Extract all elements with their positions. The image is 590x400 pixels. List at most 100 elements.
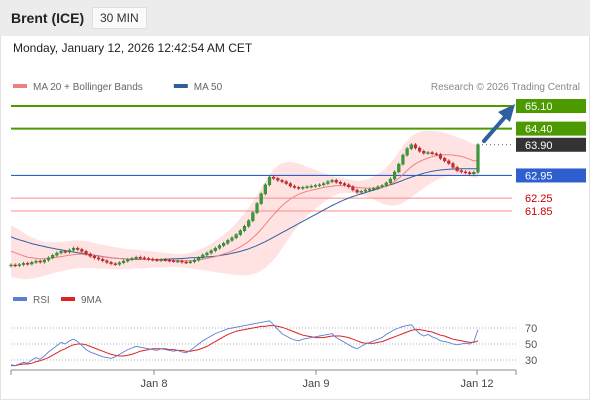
- candle: [188, 261, 192, 263]
- candle: [201, 254, 205, 259]
- candle: [105, 260, 109, 263]
- candle: [146, 258, 151, 260]
- candle: [284, 181, 288, 184]
- candle: [155, 259, 159, 261]
- candle: [347, 184, 351, 187]
- rsi-tick-50: 50: [525, 339, 537, 351]
- candle: [134, 257, 138, 259]
- candle: [259, 193, 263, 204]
- timeframe-button[interactable]: 30 MIN: [92, 7, 147, 29]
- candle: [263, 184, 267, 195]
- candle: [255, 203, 259, 213]
- candle: [342, 183, 347, 186]
- candle: [276, 178, 280, 181]
- candle: [338, 182, 343, 184]
- candle: [197, 257, 201, 261]
- candle: [405, 148, 409, 156]
- candle: [459, 170, 463, 173]
- candle: [418, 147, 422, 152]
- candle: [71, 247, 76, 251]
- candle: [334, 180, 338, 183]
- rsi-legend-swatch-0: [13, 297, 27, 301]
- candle: [422, 151, 426, 154]
- candle: [138, 257, 142, 259]
- candle: [393, 171, 397, 180]
- candle: [376, 186, 380, 189]
- chart-datetime: Monday, January 12, 2026 12:42:54 AM CET: [13, 41, 253, 55]
- candle: [317, 184, 322, 187]
- candle: [363, 189, 368, 192]
- candle: [476, 144, 480, 173]
- candle: [184, 261, 188, 264]
- candle: [472, 172, 476, 175]
- rsi-tick-70: 70: [525, 323, 537, 335]
- candle: [96, 257, 101, 260]
- level-label-63.90: 63.90: [525, 140, 553, 152]
- candle: [205, 252, 209, 256]
- rsi-legend-label-1: 9MA: [81, 295, 102, 306]
- candle: [309, 185, 313, 188]
- bollinger-band: [11, 130, 478, 280]
- candle: [292, 185, 297, 188]
- candle: [159, 259, 163, 261]
- candle: [372, 188, 376, 190]
- trend-arrow-head: [498, 104, 515, 122]
- candle: [234, 234, 238, 239]
- candle: [42, 259, 46, 263]
- candle: [55, 252, 59, 256]
- candle: [46, 257, 51, 261]
- level-tag-63.90: [516, 137, 586, 152]
- candle: [180, 260, 184, 263]
- candle: [9, 264, 13, 267]
- candle: [384, 182, 388, 186]
- candle: [84, 251, 88, 255]
- legend-swatch-0: [13, 84, 27, 88]
- candle: [438, 154, 443, 159]
- candle: [34, 260, 38, 263]
- candle: [38, 260, 42, 263]
- candle: [213, 247, 217, 251]
- x-tick-label: Jan 12: [460, 378, 493, 390]
- candle: [313, 185, 317, 187]
- x-tick-label: Jan 9: [303, 378, 330, 390]
- candle: [238, 230, 242, 235]
- candle: [167, 259, 172, 262]
- candle: [247, 220, 251, 227]
- candle: [434, 153, 438, 156]
- candle: [409, 144, 413, 149]
- candle: [267, 176, 272, 186]
- candle: [330, 180, 334, 182]
- level-label-64.40: 64.40: [525, 124, 553, 136]
- candle: [151, 258, 155, 261]
- candle: [443, 158, 447, 162]
- instrument-title: Brent (ICE): [11, 10, 85, 26]
- candle: [355, 189, 359, 193]
- candle: [380, 185, 384, 187]
- candle: [251, 212, 255, 221]
- candle: [30, 262, 34, 265]
- candle: [451, 163, 455, 168]
- rsi-legend-swatch-1: [61, 297, 75, 301]
- rsi-line: [10, 320, 479, 367]
- chart-credit: Research © 2026 Trading Central: [431, 82, 580, 93]
- candle: [126, 259, 130, 262]
- candle: [401, 154, 405, 165]
- candle: [217, 245, 222, 249]
- candle: [26, 263, 30, 265]
- candle: [76, 247, 80, 250]
- level-label-65.10: 65.10: [525, 101, 553, 113]
- candle: [463, 171, 468, 174]
- candle: [280, 180, 284, 182]
- candle: [88, 253, 92, 257]
- candle: [351, 186, 355, 191]
- candle: [326, 181, 330, 184]
- candle: [388, 178, 393, 184]
- candle: [92, 256, 96, 259]
- candle: [192, 259, 197, 262]
- candle: [101, 258, 105, 261]
- candle: [367, 189, 372, 191]
- candle: [305, 186, 309, 188]
- candle: [397, 163, 401, 173]
- candle: [80, 249, 84, 252]
